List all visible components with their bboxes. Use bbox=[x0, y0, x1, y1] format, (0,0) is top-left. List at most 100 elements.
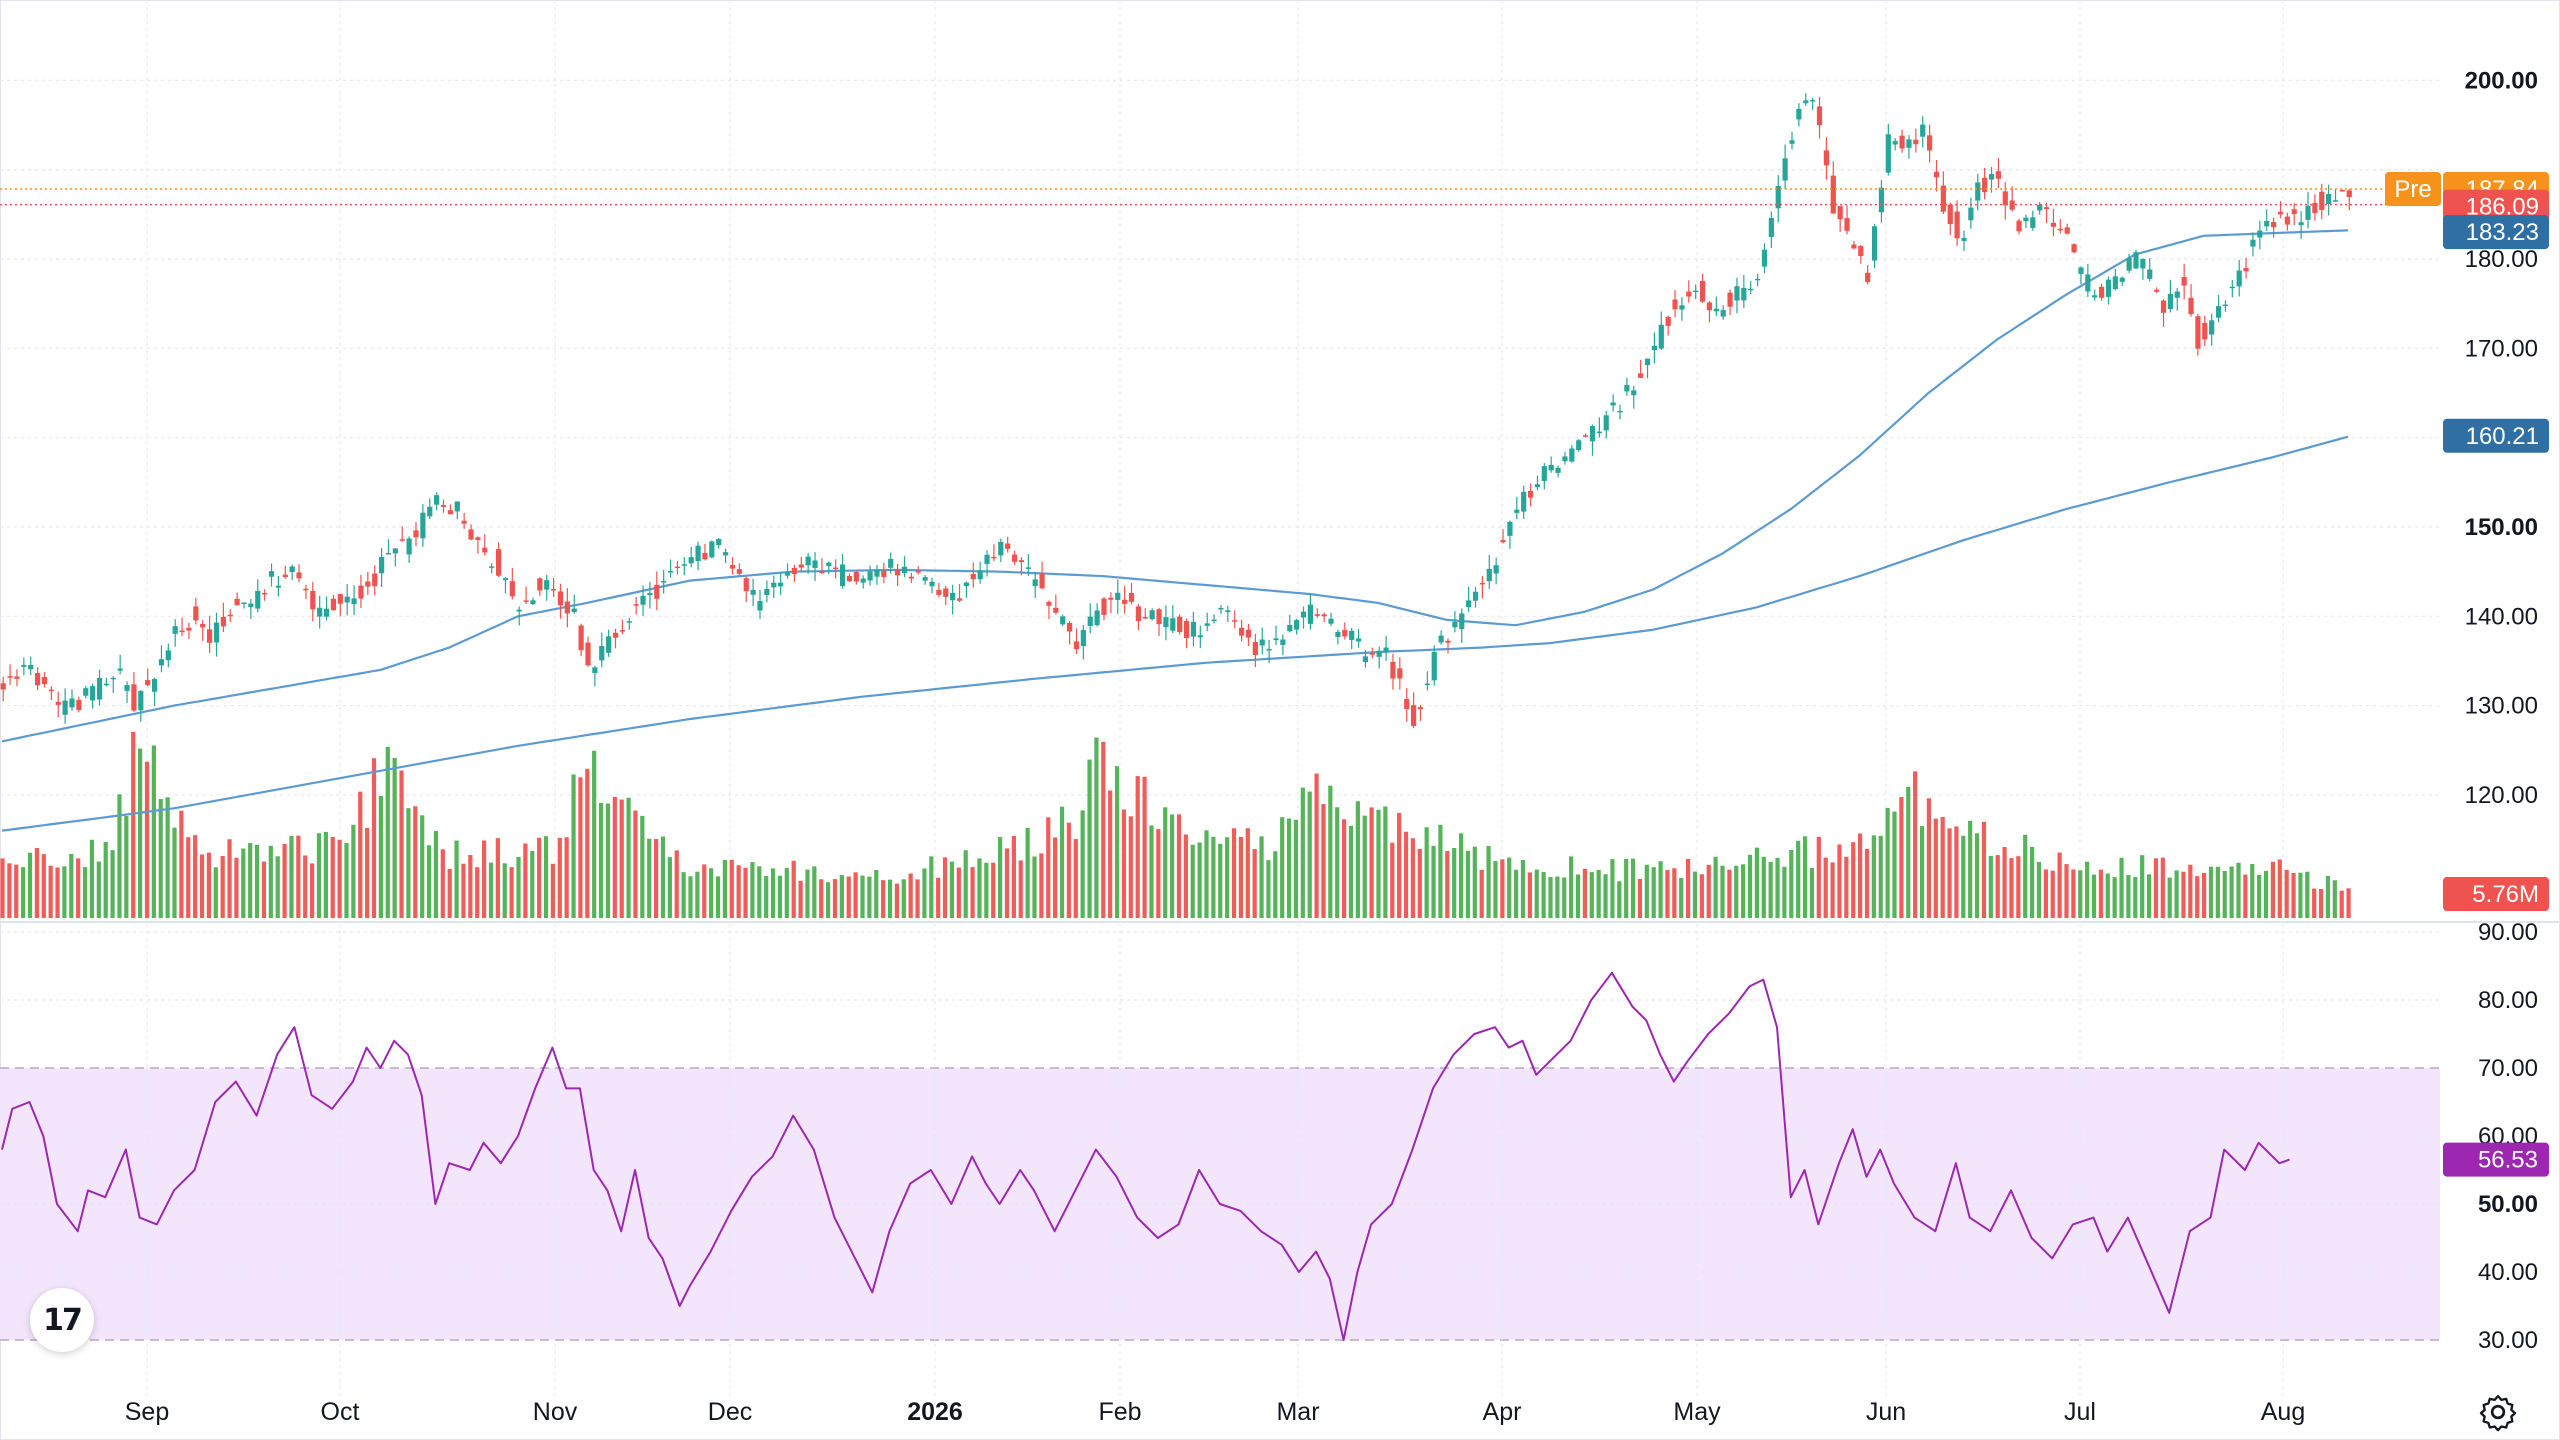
volume-bar bbox=[660, 836, 666, 918]
candle-body bbox=[681, 564, 687, 566]
volume-bar bbox=[2036, 861, 2042, 918]
candle-body bbox=[1362, 656, 1369, 663]
volume-bar bbox=[1575, 874, 1581, 918]
candle-body bbox=[2326, 194, 2332, 204]
time-axis[interactable]: Sep Oct Nov Dec 2026 Feb Mar Apr May Jun Jul Aug bbox=[125, 1398, 2305, 1426]
candle-body bbox=[1734, 286, 1740, 301]
candle-body bbox=[956, 598, 963, 601]
volume-bar bbox=[1562, 877, 1567, 918]
candle-body bbox=[599, 646, 605, 661]
volume-bar bbox=[777, 875, 783, 918]
volume-bar bbox=[2236, 862, 2241, 918]
candle-body bbox=[151, 678, 158, 692]
candle-body bbox=[2332, 200, 2339, 202]
candle-body bbox=[248, 603, 254, 608]
candle-body bbox=[372, 573, 378, 587]
candle-body bbox=[778, 582, 784, 587]
candle-body bbox=[2002, 191, 2008, 206]
candle-body bbox=[1782, 158, 1788, 181]
candle-body bbox=[2181, 277, 2187, 286]
volume-bar bbox=[1610, 859, 1615, 918]
candle-body bbox=[227, 614, 233, 617]
volume-bar bbox=[1025, 827, 1030, 918]
candle-body bbox=[1411, 705, 1417, 727]
candle-body bbox=[69, 698, 75, 708]
candle-body bbox=[1459, 613, 1465, 630]
volume-bar bbox=[1300, 787, 1305, 918]
volume-bar bbox=[695, 871, 700, 918]
tradingview-logo-icon[interactable]: 17 bbox=[30, 1288, 94, 1352]
candle-body bbox=[2023, 217, 2029, 222]
candle-body bbox=[2092, 295, 2098, 298]
candle-body bbox=[798, 564, 804, 568]
volume-bar bbox=[743, 867, 748, 918]
candle-body bbox=[2119, 277, 2125, 282]
volume-bar bbox=[571, 774, 576, 918]
candle-body bbox=[1060, 616, 1066, 625]
price-axis[interactable]: 200.00 180.00 170.00 150.00 140.00 130.00 120.… bbox=[2385, 67, 2549, 911]
candle-body bbox=[1170, 618, 1176, 631]
candle-body bbox=[1342, 629, 1348, 637]
candle-body bbox=[729, 564, 736, 569]
volume-bar bbox=[1582, 868, 1587, 918]
gear-icon[interactable] bbox=[2478, 1392, 2518, 1432]
volume-bar bbox=[440, 849, 445, 918]
candle-body bbox=[90, 686, 96, 701]
candle-body bbox=[2209, 320, 2215, 335]
candle-body bbox=[1142, 617, 1148, 619]
candle-body bbox=[117, 668, 123, 671]
rsi-value-box bbox=[2443, 1142, 2549, 1177]
candle-body bbox=[2339, 190, 2345, 192]
candle-body bbox=[1534, 484, 1541, 488]
volume-bar bbox=[2188, 864, 2193, 918]
price-tick-label: 130.00 bbox=[2465, 693, 2538, 720]
volume-bar bbox=[942, 857, 948, 918]
time-tick-label: 2026 bbox=[907, 1398, 963, 1426]
candle-body bbox=[2016, 220, 2022, 232]
volume-bar bbox=[365, 827, 370, 918]
volume-bar bbox=[709, 868, 714, 918]
candle-body bbox=[1596, 431, 1602, 434]
volume-bar bbox=[2263, 870, 2269, 918]
ma200-line[interactable] bbox=[1, 435, 2349, 832]
volume-bar bbox=[337, 839, 342, 918]
candle-body bbox=[1988, 174, 1995, 180]
candle-body bbox=[1149, 610, 1155, 620]
volume-bar bbox=[1995, 855, 2000, 918]
time-tick-label: Apr bbox=[1483, 1398, 1522, 1426]
volume-bar bbox=[1183, 834, 1188, 918]
candle-body bbox=[1679, 305, 1685, 310]
ma200-value-label: 160.21 bbox=[2466, 423, 2539, 450]
volume-bar bbox=[2030, 846, 2035, 918]
candle-body bbox=[2243, 267, 2249, 272]
candle-body bbox=[1335, 631, 1341, 637]
candle-body bbox=[1287, 624, 1293, 632]
volume-bar bbox=[1252, 849, 1257, 918]
ma50-line[interactable] bbox=[1, 229, 2349, 743]
candle-body bbox=[1018, 560, 1025, 563]
rsi-line[interactable] bbox=[1, 971, 2290, 1341]
volume-bar bbox=[2284, 869, 2289, 918]
candle-body bbox=[537, 578, 543, 591]
volume-bar bbox=[41, 854, 46, 918]
candle-body bbox=[888, 558, 894, 568]
candle-body bbox=[406, 538, 412, 555]
candle-body bbox=[1294, 620, 1300, 630]
volume-bar bbox=[1073, 839, 1078, 918]
candle-body bbox=[179, 630, 185, 633]
volume-bar bbox=[1094, 737, 1099, 918]
volume-bar bbox=[1527, 872, 1532, 918]
candle-body bbox=[1761, 249, 1768, 267]
candle-body bbox=[1163, 617, 1169, 628]
volume-bar bbox=[392, 757, 397, 918]
candle-body bbox=[1810, 100, 1816, 102]
volume-bar bbox=[2215, 866, 2220, 918]
volume-bar bbox=[234, 857, 239, 918]
candle-body bbox=[2236, 270, 2242, 287]
candle-body bbox=[633, 604, 639, 606]
candle-body bbox=[447, 510, 453, 515]
candle-series[interactable] bbox=[0, 93, 2352, 729]
